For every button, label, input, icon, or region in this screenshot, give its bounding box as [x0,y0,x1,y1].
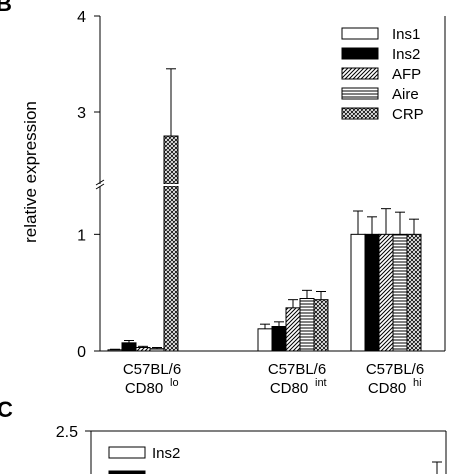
y-tick-label: 1 [77,227,86,244]
bar [350,233,366,352]
category-label-superscript: hi [413,377,422,389]
axis-break-mark [95,179,105,190]
category-label: C57BL/6 [123,361,181,378]
panel-label-c: C [0,397,13,422]
category-label-line2: CD80 [368,380,406,397]
legend-entry: Ins2 [392,46,420,63]
bar [378,233,394,352]
legend-swatch-partial [108,470,146,474]
bar [149,348,165,352]
bar [406,233,422,352]
bar [257,328,273,352]
bar [392,233,408,352]
legend-swatch [341,87,379,100]
category-label: C57BL/6 [366,361,424,378]
bar [364,233,380,352]
legend-entry: Ins1 [392,26,420,43]
category-label: C57BL/6 [268,361,326,378]
legend-entry: Ins2 [152,445,180,462]
category-label-line2: CD80 [125,380,163,397]
panel-label-b: B [0,0,12,16]
legend-swatch [108,446,146,459]
bar-upper [163,135,179,185]
category-label-superscript: int [315,377,327,389]
chart-c: 2.5 Ins2 [56,424,447,474]
legend-entry: AFP [392,66,421,83]
legend-swatch [341,27,379,40]
category-label-line2: CD80 [270,380,308,397]
bar-break-gap [163,184,179,186]
bar [313,299,329,352]
bar [285,307,301,352]
bar [107,349,123,352]
bar [299,298,315,352]
bar [271,326,287,352]
bar [135,347,151,352]
y-tick-label: 4 [77,9,86,26]
bar [163,185,179,352]
y-tick-label: 2.5 [56,424,78,441]
legend-entry: Aire [392,86,419,103]
legend-swatch [341,67,379,80]
legend-swatch [341,107,379,120]
legend-swatch [341,47,379,60]
bar [121,342,137,352]
category-label-superscript: lo [170,377,179,389]
y-tick-label: 0 [77,344,86,361]
y-tick-label: 3 [77,105,86,122]
y-axis-label: relative expression [21,101,40,243]
legend-entry: CRP [392,106,424,123]
